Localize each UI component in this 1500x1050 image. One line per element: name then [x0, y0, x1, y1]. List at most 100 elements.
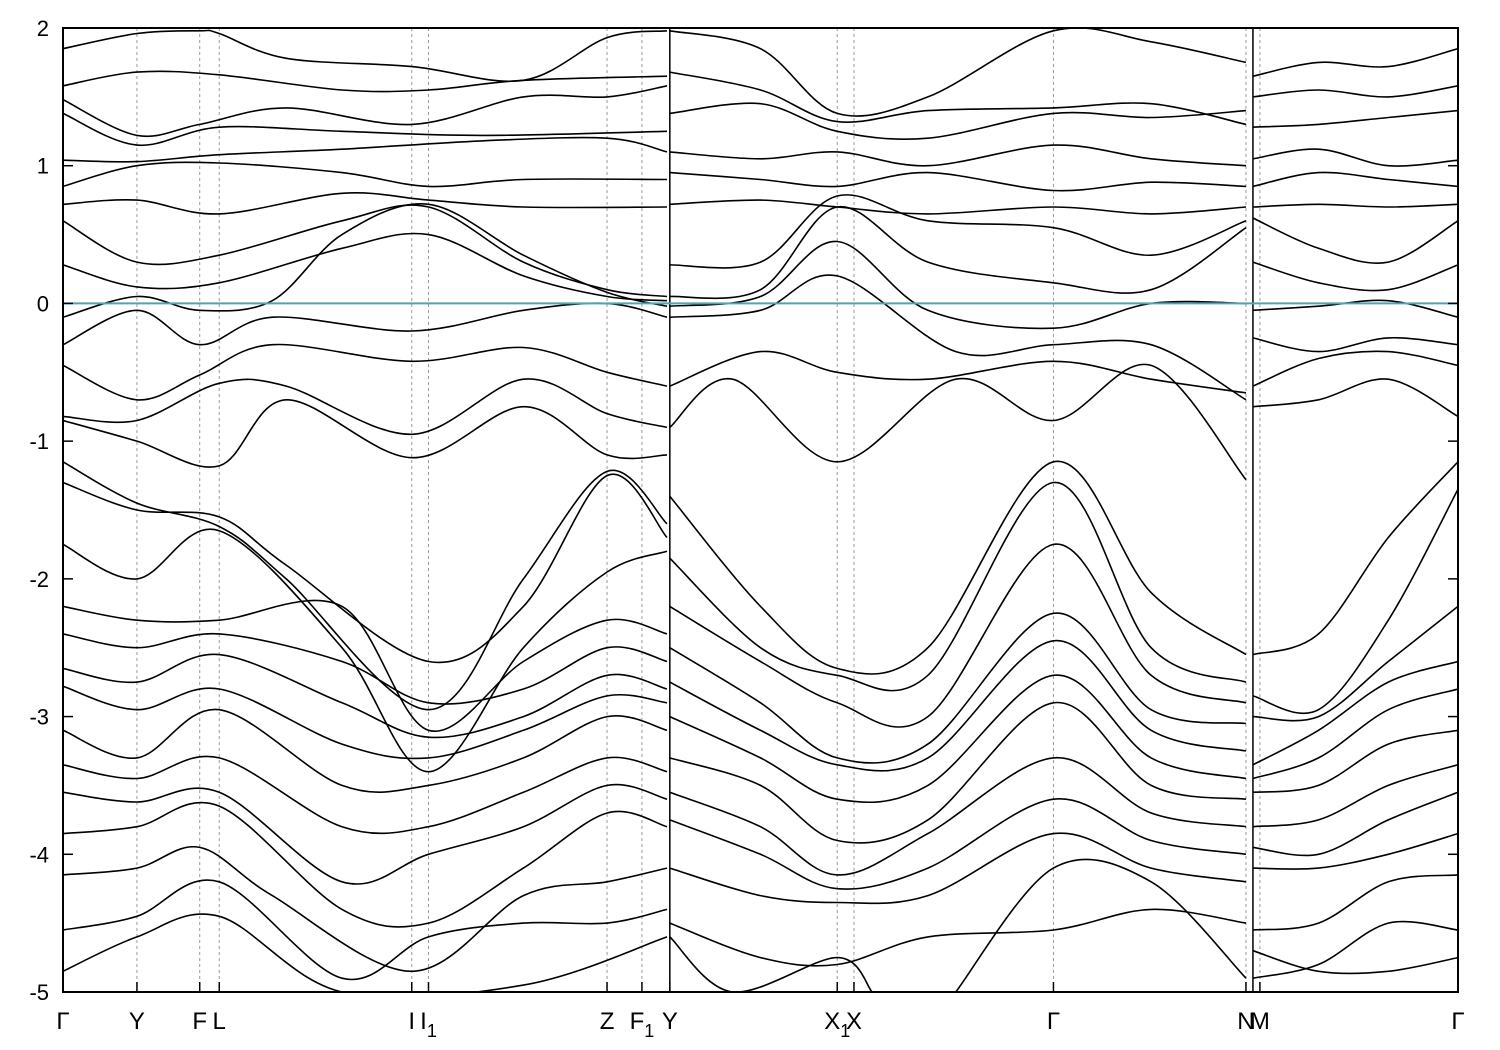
band-line	[1252, 920, 1458, 979]
path-break-lines	[669, 28, 1254, 992]
kpoint-label: Z	[600, 1008, 615, 1035]
band-line	[1252, 764, 1458, 828]
band-line	[669, 144, 1247, 167]
band-line	[63, 653, 668, 739]
band-line	[63, 85, 668, 138]
band-line	[1252, 217, 1458, 264]
band-line	[63, 685, 668, 760]
band-line	[1252, 949, 1458, 975]
band-line	[669, 171, 1247, 192]
band-line	[1252, 350, 1458, 387]
band-line	[669, 206, 1247, 300]
band-line	[63, 801, 668, 928]
kpoint-label: F	[192, 1008, 207, 1035]
band-line	[669, 28, 1247, 117]
band-line	[63, 879, 668, 981]
band-line	[1252, 461, 1458, 656]
y-axis-ticks: 2 1 0 -1 -2 -3 -4 -5	[29, 16, 1458, 1005]
band-line	[63, 29, 668, 82]
band-line	[669, 936, 873, 992]
kpoint-label: F1	[630, 1008, 655, 1041]
band-line	[1252, 488, 1458, 715]
band-line	[63, 204, 668, 298]
band-line	[1252, 729, 1458, 794]
band-line	[669, 612, 1247, 764]
band-line	[669, 194, 1247, 269]
kpoint-label: Y	[662, 1008, 678, 1035]
band-line	[1252, 299, 1458, 318]
y-tick-label: -4	[29, 842, 49, 867]
band-line	[1252, 148, 1458, 167]
band-line	[669, 701, 1247, 844]
band-line	[669, 460, 1247, 675]
band-line	[63, 632, 668, 705]
band-line	[1252, 688, 1458, 780]
band-line	[63, 461, 668, 711]
band-line	[1252, 378, 1458, 418]
band-line	[63, 783, 668, 885]
band-line	[1252, 660, 1458, 766]
band-line	[1252, 874, 1458, 931]
band-line	[63, 473, 668, 664]
band-line	[1252, 791, 1458, 857]
band-line	[63, 161, 668, 188]
y-tick-label: 0	[37, 291, 49, 316]
band-line	[955, 858, 1247, 992]
y-tick-label: -2	[29, 567, 49, 592]
band-line	[1252, 171, 1458, 188]
band-line	[669, 350, 1247, 394]
y-tick-label: -3	[29, 705, 49, 730]
band-line	[669, 674, 1247, 804]
kpoint-label: Y	[129, 1008, 145, 1035]
band-line	[63, 398, 668, 468]
band-line	[63, 343, 668, 401]
kpoint-grid-lines	[136, 28, 1261, 992]
band-line	[1252, 336, 1458, 353]
band-line	[669, 798, 1247, 890]
y-tick-label: -1	[29, 429, 49, 454]
band-line	[1252, 85, 1458, 98]
plot-frame	[62, 27, 1459, 993]
kpoint-label: Γ	[1451, 1008, 1464, 1035]
band-line	[1252, 203, 1458, 208]
band-line	[63, 599, 668, 733]
band-line	[669, 71, 1247, 126]
band-line	[63, 845, 668, 973]
band-line	[669, 363, 1247, 481]
kpoint-label: Γ	[56, 1008, 69, 1035]
band-line	[669, 199, 1247, 215]
band-line	[1252, 109, 1458, 128]
band-line	[63, 378, 668, 436]
band-line	[63, 755, 668, 835]
band-lines	[63, 28, 1458, 992]
band-line	[1252, 261, 1458, 292]
band-line	[63, 913, 668, 992]
band-line	[669, 908, 1247, 967]
kpoint-label: I1	[420, 1008, 437, 1041]
kpoint-label: M	[1250, 1008, 1270, 1035]
band-line	[63, 232, 668, 302]
band-line	[669, 639, 1247, 772]
band-line	[669, 481, 1247, 692]
kpoint-label: I	[408, 1008, 415, 1035]
band-line	[1252, 832, 1458, 870]
band-line	[63, 708, 668, 794]
kpoint-label: L	[213, 1008, 226, 1035]
band-line	[63, 136, 668, 163]
kpoint-label: X	[846, 1008, 862, 1035]
band-line	[669, 102, 1247, 140]
y-tick-label: 1	[37, 154, 49, 179]
band-line	[669, 543, 1247, 728]
band-line	[63, 112, 668, 147]
band-line	[1252, 47, 1458, 77]
band-line	[669, 757, 1247, 876]
band-line	[669, 832, 1247, 905]
band-line	[63, 192, 668, 215]
band-line	[63, 302, 668, 346]
y-tick-label: -5	[29, 980, 49, 1005]
band-line	[1252, 605, 1458, 722]
band-line	[63, 203, 668, 318]
y-tick-label: 2	[37, 16, 49, 41]
band-line	[63, 528, 668, 773]
